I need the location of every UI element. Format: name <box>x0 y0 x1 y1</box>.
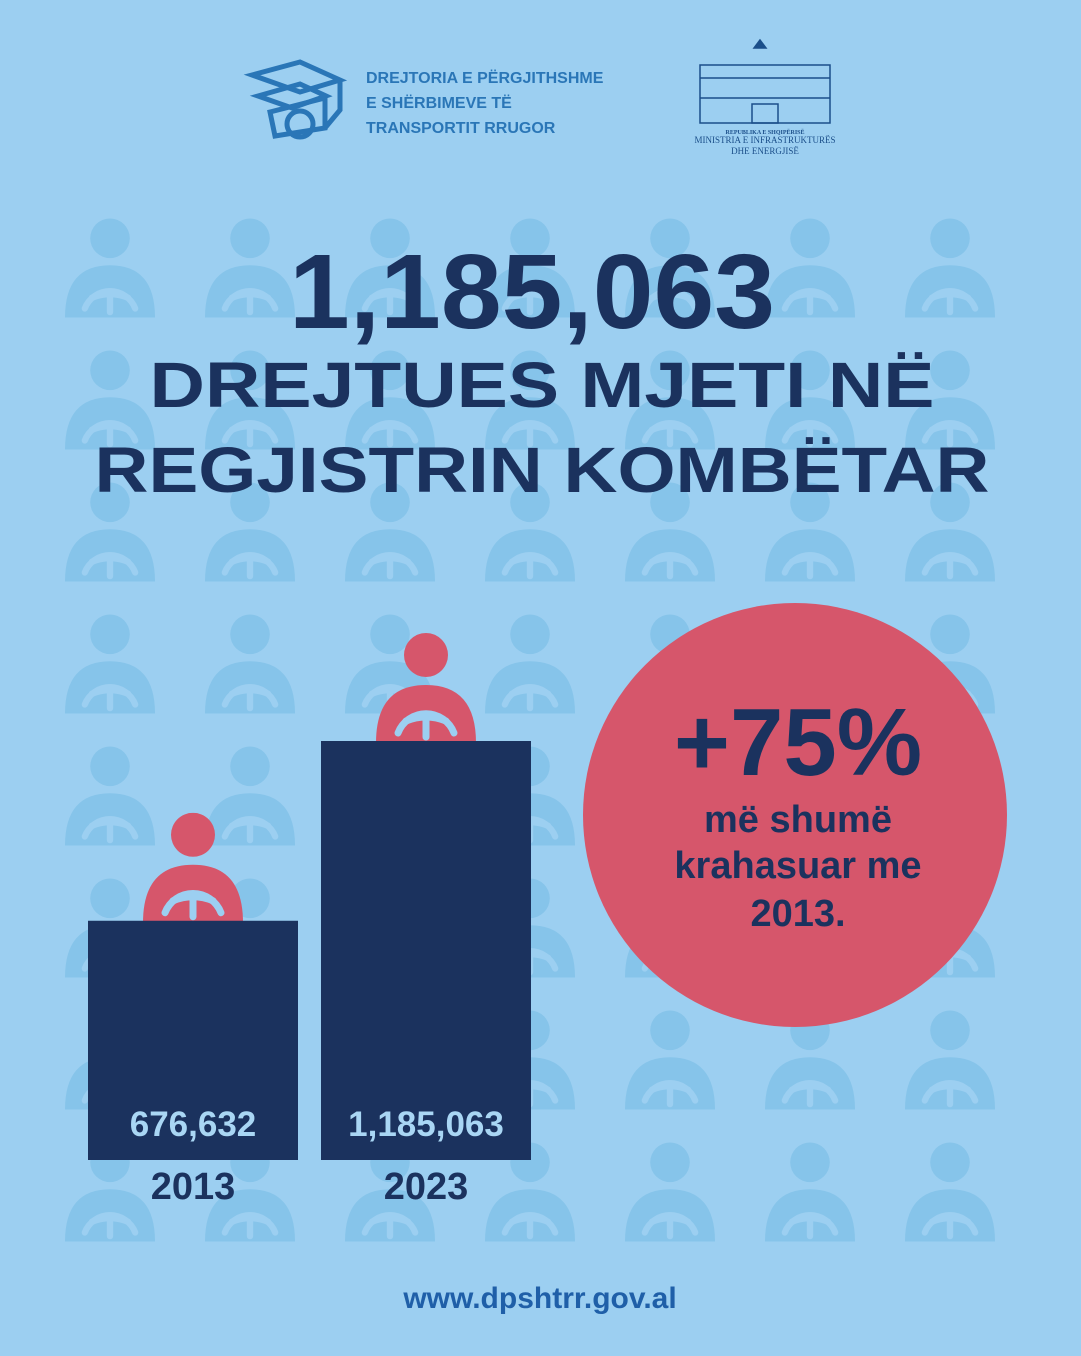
bar <box>88 920 298 1160</box>
headline: REGJISTRIN KOMBËTAR <box>95 434 990 506</box>
category-label: 2023 <box>384 1166 469 1208</box>
annotation-text: krahasuar me <box>674 845 921 887</box>
headline: DREJTUES MJETI NË <box>150 349 935 421</box>
ministry-name: MINISTRIA E INFRASTRUKTURËS <box>694 135 835 145</box>
value-label: 1,185,063 <box>348 1105 504 1144</box>
agency-name: DREJTORIA E PËRGJITHSHME <box>366 69 604 87</box>
highlight-circle <box>583 603 1007 1027</box>
ministry-name: REPUBLIKA E SHQIPËRISË <box>725 129 804 136</box>
annotation-text: më shumë <box>704 799 892 841</box>
website[interactable]: www.dpshtrr.gov.al <box>402 1282 676 1315</box>
bar <box>321 741 531 1160</box>
bar-chart: 676,632 2013 1,185,063 2023 <box>88 633 531 1208</box>
annotation-value: +75% <box>674 689 922 796</box>
annotation-text: 2013. <box>750 893 845 935</box>
category-label: 2013 <box>151 1166 236 1208</box>
agency-name: E SHËRBIMEVE TË <box>366 94 512 112</box>
agency-name: TRANSPORTIT RRUGOR <box>366 120 556 137</box>
agency-logo <box>243 59 348 140</box>
value-label: 676,632 <box>130 1105 257 1144</box>
ministry-logo <box>699 38 831 124</box>
ministry-name: DHE ENERGJISË <box>731 146 799 156</box>
headline-number: 1,185,063 <box>289 233 775 351</box>
